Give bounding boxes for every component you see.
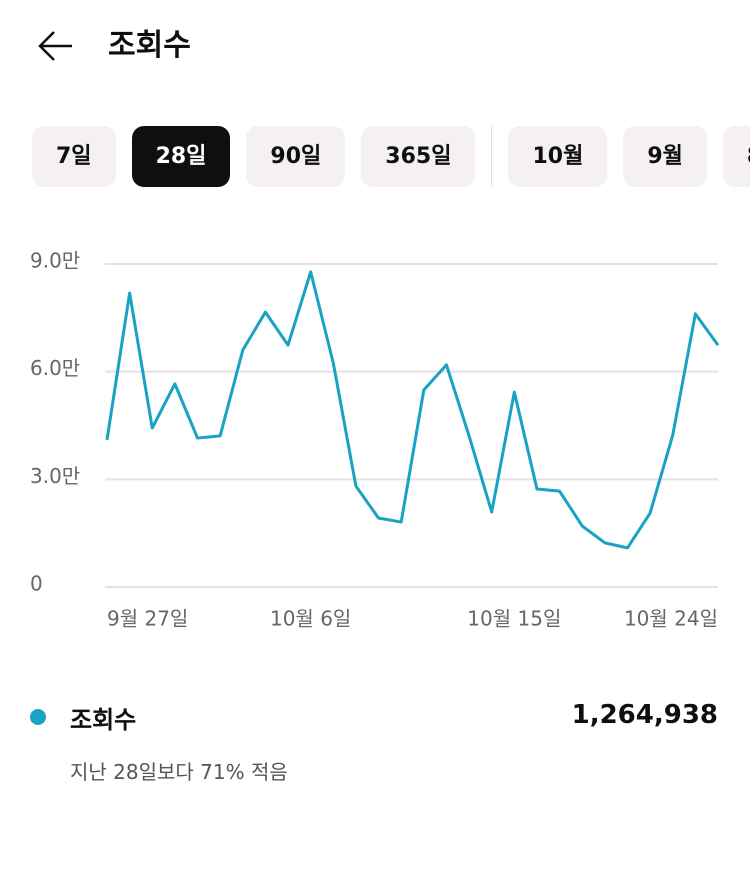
x-tick-label: 9월 27일 [107,607,188,631]
range-tab[interactable]: 9월 [623,126,707,187]
page-title: 조회수 [108,28,191,63]
y-tick-label: 3.0만 [30,464,80,488]
x-tick-label: 10월 15일 [467,607,561,631]
y-tick-label: 0 [30,572,43,596]
x-tick-label: 10월 24일 [624,607,718,631]
range-tab[interactable]: 28일 [131,126,231,187]
back-button[interactable] [36,26,76,66]
legend-dot [30,709,46,725]
range-tab[interactable]: 8월 [722,126,750,187]
y-tick-label: 9.0만 [30,249,80,273]
line [105,270,720,550]
comparison: 지난 28일보다 71% 적음 [70,760,288,784]
range-tab[interactable]: 10월 [508,126,608,187]
chart: 0 3.0만 6.0만 9.0만 9월 27일 10월 6일 10월 15일 10월 24일 [30,249,720,631]
range-tab[interactable]: 7일 [32,126,116,187]
range-tab[interactable]: 365일 [361,126,476,187]
x-tick-label: 10월 6일 [270,607,351,631]
y-tick-label: 6.0만 [30,356,80,380]
legend-label: 조회수 [70,706,137,734]
total-views: 1,264,938 [571,700,718,730]
divider [491,126,493,187]
range-tab[interactable]: 90일 [246,126,346,187]
